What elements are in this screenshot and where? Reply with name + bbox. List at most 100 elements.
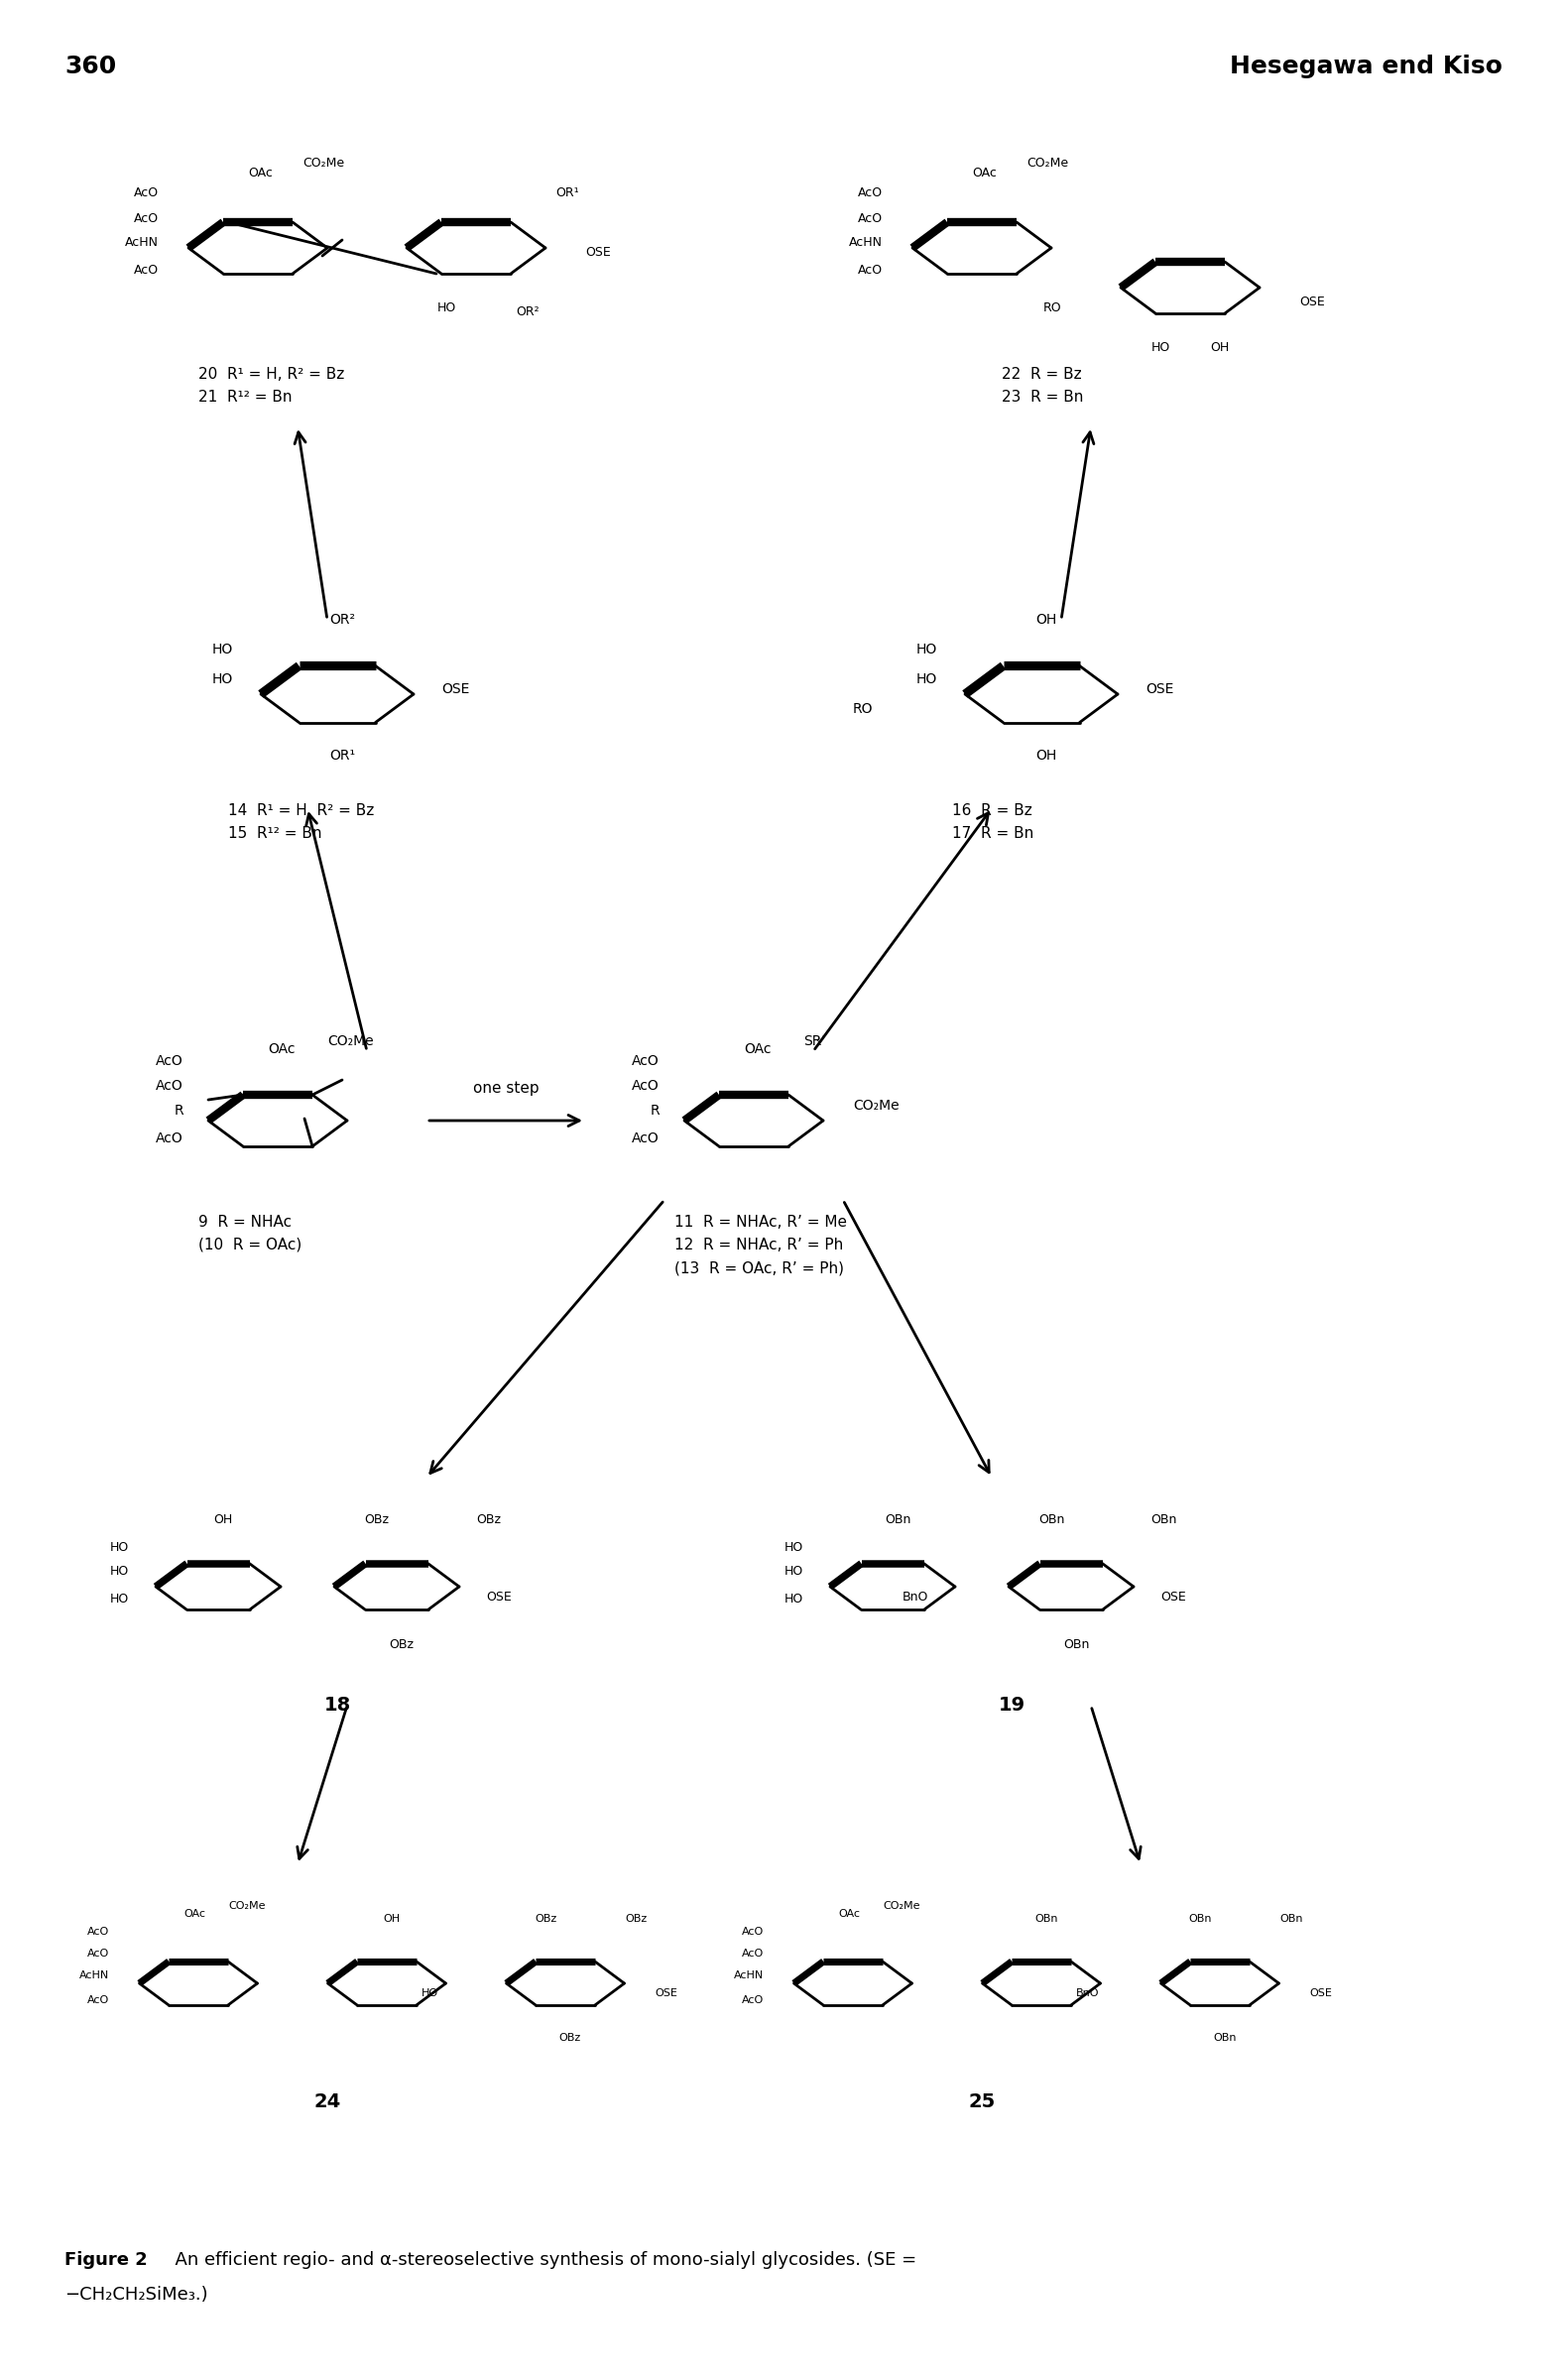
Text: OBz: OBz bbox=[625, 1914, 647, 1923]
Text: OBz: OBz bbox=[389, 1637, 414, 1652]
Text: AcHN: AcHN bbox=[849, 236, 882, 250]
Text: AcHN: AcHN bbox=[78, 1971, 110, 1980]
Text: 23  R = Bn: 23 R = Bn bbox=[1001, 390, 1083, 405]
Text: HO: HO bbox=[917, 671, 937, 685]
Text: OR²: OR² bbox=[329, 612, 356, 626]
Text: OBz: OBz bbox=[534, 1914, 556, 1923]
Text: HO: HO bbox=[422, 1987, 439, 1999]
Text: BnO: BnO bbox=[903, 1590, 929, 1604]
Text: CO₂Me: CO₂Me bbox=[852, 1100, 899, 1111]
Text: HO: HO bbox=[110, 1540, 128, 1554]
Text: CO₂Me: CO₂Me bbox=[1026, 157, 1069, 169]
Text: OBn: OBn bbox=[1188, 1914, 1211, 1923]
Text: An efficient regio- and α-stereoselective synthesis of mono-sialyl glycosides. (: An efficient regio- and α-stereoselectiv… bbox=[163, 2251, 917, 2268]
Text: 22  R = Bz: 22 R = Bz bbox=[1001, 367, 1081, 381]
Text: OBz: OBz bbox=[559, 2033, 581, 2042]
Text: OBn: OBn bbox=[1213, 2033, 1236, 2042]
Text: AcO: AcO bbox=[857, 264, 882, 276]
Text: OAc: OAc bbox=[744, 1042, 771, 1057]
Text: one step: one step bbox=[473, 1081, 539, 1095]
Text: Figure 2: Figure 2 bbox=[64, 2251, 147, 2268]
Text: AcO: AcO bbox=[133, 188, 158, 200]
Text: HO: HO bbox=[784, 1540, 804, 1554]
Text: RO: RO bbox=[852, 702, 873, 716]
Text: OH: OH bbox=[1036, 612, 1056, 626]
Text: AcO: AcO bbox=[632, 1054, 660, 1069]
Text: HO: HO bbox=[437, 300, 456, 314]
Text: 12  R = NHAc, R’ = Ph: 12 R = NHAc, R’ = Ph bbox=[674, 1238, 843, 1252]
Text: OSE: OSE bbox=[584, 248, 611, 259]
Text: AcO: AcO bbox=[157, 1078, 183, 1092]
Text: 14  R¹ = H, R² = Bz: 14 R¹ = H, R² = Bz bbox=[229, 802, 375, 819]
Text: RO: RO bbox=[1042, 300, 1061, 314]
Text: OSE: OSE bbox=[1299, 295, 1324, 309]
Text: OH: OH bbox=[1210, 340, 1229, 355]
Text: OAc: OAc bbox=[268, 1042, 295, 1057]
Text: 20  R¹ = H, R² = Bz: 20 R¹ = H, R² = Bz bbox=[199, 367, 345, 381]
Text: 18: 18 bbox=[324, 1695, 351, 1714]
Text: OH: OH bbox=[384, 1914, 400, 1923]
Text: OAc: OAc bbox=[972, 167, 997, 181]
Text: OBz: OBz bbox=[365, 1514, 389, 1526]
Text: Hesegawa end Kiso: Hesegawa end Kiso bbox=[1230, 55, 1503, 79]
Text: 17  R = Bn: 17 R = Bn bbox=[953, 826, 1034, 840]
Text: 21  R¹² = Bn: 21 R¹² = Bn bbox=[199, 390, 291, 405]
Text: AcHN: AcHN bbox=[125, 236, 158, 250]
Text: BnO: BnO bbox=[1077, 1987, 1100, 1999]
Text: HO: HO bbox=[784, 1592, 804, 1604]
Text: AcO: AcO bbox=[741, 1949, 763, 1959]
Text: CO₂Me: CO₂Me bbox=[229, 1902, 265, 1911]
Text: OR¹: OR¹ bbox=[555, 188, 578, 200]
Text: 16  R = Bz: 16 R = Bz bbox=[953, 802, 1033, 819]
Text: 24: 24 bbox=[313, 2092, 340, 2111]
Text: AcO: AcO bbox=[88, 1994, 110, 2004]
Text: HO: HO bbox=[784, 1566, 804, 1578]
Text: OH: OH bbox=[213, 1514, 232, 1526]
Text: (13  R = OAc, R’ = Ph): (13 R = OAc, R’ = Ph) bbox=[674, 1261, 845, 1276]
Text: OBz: OBz bbox=[476, 1514, 501, 1526]
Text: HO: HO bbox=[1150, 340, 1171, 355]
Text: 11  R = NHAc, R’ = Me: 11 R = NHAc, R’ = Me bbox=[674, 1214, 848, 1230]
Text: OSE: OSE bbox=[486, 1590, 511, 1604]
Text: AcO: AcO bbox=[857, 212, 882, 224]
Text: 19: 19 bbox=[998, 1695, 1025, 1714]
Text: AcHN: AcHN bbox=[733, 1971, 763, 1980]
Text: 360: 360 bbox=[64, 55, 116, 79]
Text: AcO: AcO bbox=[741, 1994, 763, 2004]
Text: OBn: OBn bbox=[1150, 1514, 1177, 1526]
Text: OR²: OR² bbox=[516, 307, 539, 319]
Text: AcO: AcO bbox=[157, 1130, 183, 1145]
Text: AcO: AcO bbox=[632, 1078, 660, 1092]
Text: 15  R¹² = Bn: 15 R¹² = Bn bbox=[229, 826, 321, 840]
Text: CO₂Me: CO₂Me bbox=[882, 1902, 920, 1911]
Text: 9  R = NHAc: 9 R = NHAc bbox=[199, 1214, 291, 1230]
Text: OBn: OBn bbox=[1034, 1914, 1058, 1923]
Text: HO: HO bbox=[212, 671, 233, 685]
Text: 25: 25 bbox=[968, 2092, 995, 2111]
Text: HO: HO bbox=[110, 1592, 128, 1604]
Text: OAc: OAc bbox=[183, 1909, 205, 1918]
Text: AcO: AcO bbox=[857, 188, 882, 200]
Text: −CH₂CH₂SiMe₃.): −CH₂CH₂SiMe₃.) bbox=[64, 2285, 208, 2304]
Text: AcO: AcO bbox=[88, 1928, 110, 1937]
Text: HO: HO bbox=[110, 1566, 128, 1578]
Text: OR¹: OR¹ bbox=[329, 750, 356, 762]
Text: OSE: OSE bbox=[1308, 1987, 1332, 1999]
Text: CO₂Me: CO₂Me bbox=[328, 1035, 373, 1047]
Text: OBn: OBn bbox=[1062, 1637, 1089, 1652]
Text: OSE: OSE bbox=[655, 1987, 677, 1999]
Text: HO: HO bbox=[212, 643, 233, 657]
Text: AcO: AcO bbox=[88, 1949, 110, 1959]
Text: OBn: OBn bbox=[1279, 1914, 1302, 1923]
Text: OAc: OAc bbox=[838, 1909, 860, 1918]
Text: AcO: AcO bbox=[133, 264, 158, 276]
Text: R: R bbox=[174, 1104, 183, 1119]
Text: (10  R = OAc): (10 R = OAc) bbox=[199, 1238, 302, 1252]
Text: CO₂Me: CO₂Me bbox=[302, 157, 345, 169]
Text: AcO: AcO bbox=[157, 1054, 183, 1069]
Text: OH: OH bbox=[1036, 750, 1056, 762]
Text: HO: HO bbox=[917, 643, 937, 657]
Text: AcO: AcO bbox=[741, 1928, 763, 1937]
Text: AcO: AcO bbox=[133, 212, 158, 224]
Text: AcO: AcO bbox=[632, 1130, 660, 1145]
